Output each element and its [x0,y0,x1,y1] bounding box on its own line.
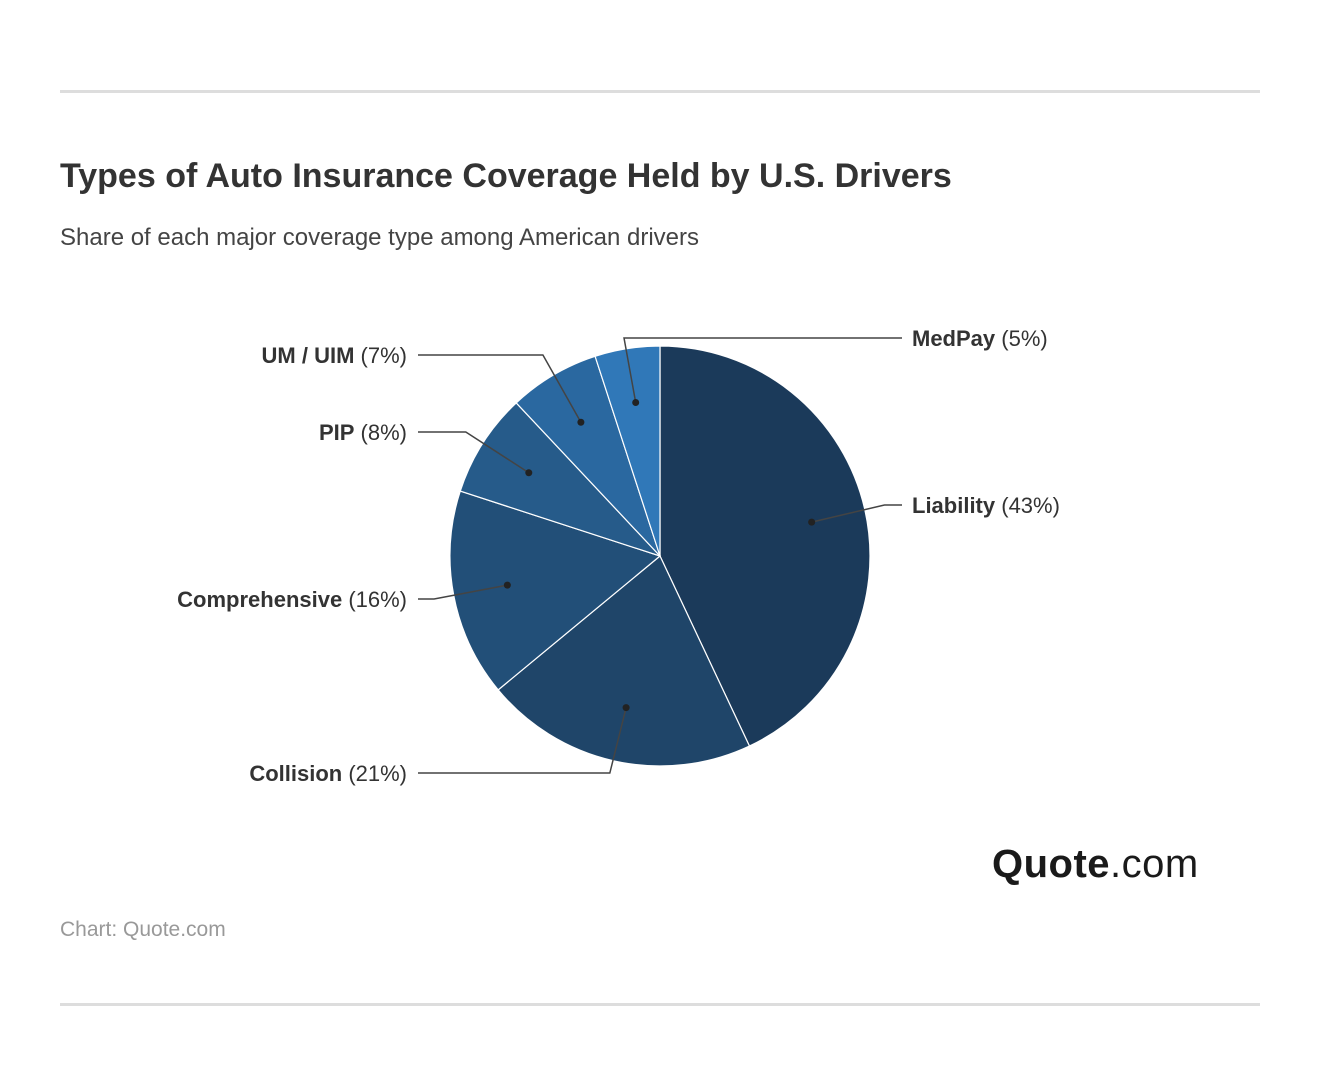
pie-slice-collision [497,555,751,767]
leader-line-um-uim [418,354,582,423]
leader-line-liability [811,504,902,523]
chart-source: Chart: Quote.com [60,918,226,941]
slice-label-name: Collision [249,761,342,786]
slice-label-value: (8%) [354,420,407,445]
leader-line-medpay [623,337,902,403]
slice-label-value: (43%) [995,493,1060,518]
slice-label-value: (21%) [342,761,407,786]
slice-label-comprehensive: Comprehensive (16%) [177,587,407,612]
chart-subtitle: Share of each major coverage type among … [60,224,699,251]
leader-dot-medpay [632,399,640,407]
slice-label-name: MedPay [912,326,996,351]
slice-label-name: UM / UIM [262,343,355,368]
slice-label-name: Liability [912,493,996,518]
slice-label-value: (16%) [342,587,407,612]
slice-label-value: (5%) [995,326,1048,351]
leader-dot-um-uim [577,418,585,426]
leader-dot-liability [808,518,816,526]
pie-slice-medpay [594,345,661,557]
slice-label-liability: Liability (43%) [912,493,1060,518]
slice-label-um-uim: UM / UIM (7%) [262,343,407,368]
leader-dot-pip [525,469,533,477]
slice-label-medpay: MedPay (5%) [912,326,1048,351]
leader-dot-comprehensive [503,581,511,589]
bottom-divider [60,1003,1260,1006]
leader-line-collision [418,707,627,774]
slice-label-pip: PIP (8%) [319,420,407,445]
slice-label-value: (7%) [354,343,407,368]
leader-line-comprehensive [418,584,508,600]
quote-com-logo: Quote.com [992,842,1199,886]
leader-dot-collision [622,704,630,712]
chart-title: Types of Auto Insurance Coverage Held by… [60,157,952,195]
top-divider [60,90,1260,93]
slice-label-name: Comprehensive [177,587,342,612]
slice-label-collision: Collision (21%) [249,761,407,786]
leader-line-pip [418,431,530,474]
slice-label-name: PIP [319,420,354,445]
